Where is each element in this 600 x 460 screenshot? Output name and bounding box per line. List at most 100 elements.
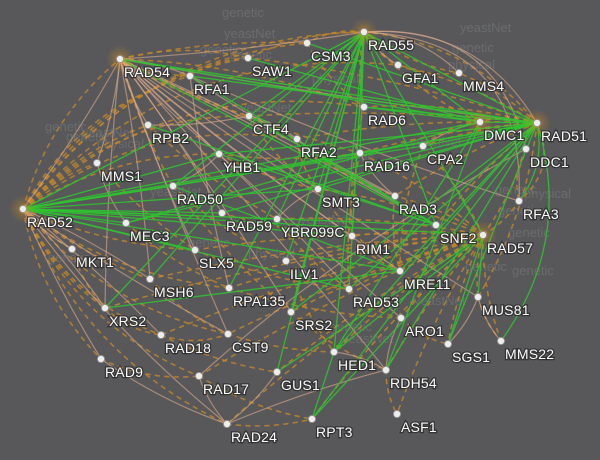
graph-node-rdh54[interactable]	[381, 365, 391, 375]
node-label-mms4[interactable]: MMS4	[462, 77, 506, 96]
graph-node-mms1[interactable]	[92, 158, 102, 168]
graph-node-snf2[interactable]	[431, 220, 441, 230]
node-label-ilv1[interactable]: ILV1	[289, 265, 320, 284]
node-label-srs2[interactable]: SRS2	[294, 316, 334, 335]
node-label-rpt3[interactable]: RPT3	[315, 423, 354, 442]
graph-node-cpa2[interactable]	[418, 141, 428, 151]
node-label-rad50[interactable]: RAD50	[176, 190, 225, 209]
graph-node-rad9[interactable]	[96, 354, 106, 364]
node-label-rad24[interactable]: RAD24	[230, 428, 279, 447]
node-label-csm3[interactable]: CSM3	[310, 47, 352, 66]
graph-node-rfa3[interactable]	[514, 196, 524, 206]
graph-node-rad18[interactable]	[156, 330, 166, 340]
graph-node-rad16[interactable]	[355, 148, 365, 158]
node-label-slx5[interactable]: SLX5	[198, 254, 235, 273]
graph-node-aro1[interactable]	[396, 313, 406, 323]
node-label-ddc1[interactable]: DDC1	[529, 153, 570, 172]
node-label-rad16[interactable]: RAD16	[363, 157, 412, 176]
graph-node-rpt3[interactable]	[307, 414, 317, 424]
node-label-msh6[interactable]: MSH6	[153, 283, 195, 302]
node-label-snf2[interactable]: SNF2	[439, 229, 478, 248]
graph-node-mre11[interactable]	[395, 266, 405, 276]
graph-node-gfa1[interactable]	[393, 60, 403, 70]
graph-node-rad24[interactable]	[222, 419, 232, 429]
node-label-rim1[interactable]: RIM1	[355, 240, 392, 259]
graph-node-srs2[interactable]	[286, 307, 296, 317]
node-label-xrs2[interactable]: XRS2	[108, 312, 148, 331]
graph-node-rad59[interactable]	[217, 208, 227, 218]
graph-node-mec3[interactable]	[121, 218, 131, 228]
graph-node-rad54[interactable]	[115, 54, 125, 64]
graph-node-rad6[interactable]	[359, 102, 369, 112]
node-label-rad54[interactable]: RAD54	[123, 63, 172, 82]
graph-node-rad51[interactable]	[532, 118, 542, 128]
graph-node-msh6[interactable]	[145, 274, 155, 284]
graph-node-mms4[interactable]	[454, 68, 464, 78]
graph-node-mms22[interactable]	[496, 336, 506, 346]
node-label-rad53[interactable]: RAD53	[352, 293, 401, 312]
graph-node-rad55[interactable]	[359, 27, 369, 37]
node-label-gfa1[interactable]: GFA1	[401, 69, 440, 88]
graph-node-rfa1[interactable]	[185, 71, 195, 81]
node-label-mus81[interactable]: MUS81	[481, 301, 531, 320]
node-label-smt3[interactable]: SMT3	[321, 193, 362, 212]
node-label-gus1[interactable]: GUS1	[280, 376, 321, 395]
node-label-rad17[interactable]: RAD17	[202, 380, 251, 399]
graph-node-ilv1[interactable]	[281, 256, 291, 266]
graph-node-rad52[interactable]	[18, 204, 28, 214]
graph-node-ddc1[interactable]	[521, 144, 531, 154]
node-label-rfa3[interactable]: RFA3	[522, 205, 560, 224]
node-label-rfa2[interactable]: RFA2	[300, 143, 338, 162]
node-label-rfa1[interactable]: RFA1	[193, 80, 231, 99]
node-label-mms1[interactable]: MMS1	[100, 167, 144, 186]
node-label-hed1[interactable]: HED1	[337, 356, 378, 375]
graph-node-rad57[interactable]	[478, 230, 488, 240]
graph-node-rfa2[interactable]	[292, 134, 302, 144]
node-label-rpb2[interactable]: RPB2	[151, 129, 191, 148]
graph-node-ctf4[interactable]	[244, 111, 254, 121]
node-label-rad59[interactable]: RAD59	[225, 217, 274, 236]
graph-node-cst9[interactable]	[223, 329, 233, 339]
node-label-mms22[interactable]: MMS22	[504, 345, 556, 364]
graph-node-rpb2[interactable]	[143, 120, 153, 130]
graph-node-csm3[interactable]	[302, 38, 312, 48]
node-label-yhb1[interactable]: YHB1	[222, 158, 262, 177]
node-label-rad9[interactable]: RAD9	[104, 363, 145, 382]
graph-node-dmc1[interactable]	[475, 117, 485, 127]
graph-node-rad3[interactable]	[390, 191, 400, 201]
node-label-dmc1[interactable]: DMC1	[483, 126, 526, 145]
graph-node-sgs1[interactable]	[443, 339, 453, 349]
graph-node-ybr099c[interactable]	[272, 214, 282, 224]
node-label-sgs1[interactable]: SGS1	[451, 348, 492, 367]
node-label-rdh54[interactable]: RDH54	[389, 374, 438, 393]
graph-node-hed1[interactable]	[329, 347, 339, 357]
node-label-asf1[interactable]: ASF1	[400, 418, 438, 437]
node-label-cpa2[interactable]: CPA2	[426, 150, 465, 169]
node-label-rad57[interactable]: RAD57	[486, 239, 535, 258]
graph-node-mkt1[interactable]	[67, 244, 77, 254]
node-label-rpa135[interactable]: RPA135	[232, 292, 287, 311]
graph-node-mus81[interactable]	[473, 292, 483, 302]
node-label-rad18[interactable]: RAD18	[164, 339, 213, 358]
node-label-saw1[interactable]: SAW1	[251, 62, 293, 81]
node-label-ybr099c[interactable]: YBR099C	[280, 223, 346, 242]
node-label-rad55[interactable]: RAD55	[367, 36, 416, 55]
node-label-rad51[interactable]: RAD51	[540, 127, 589, 146]
graph-node-rim1[interactable]	[347, 231, 357, 241]
graph-node-smt3[interactable]	[313, 184, 323, 194]
node-label-mre11[interactable]: MRE11	[403, 275, 452, 294]
node-label-rad52[interactable]: RAD52	[26, 213, 75, 232]
node-label-aro1[interactable]: ARO1	[404, 322, 445, 341]
graph-node-rad17[interactable]	[194, 371, 204, 381]
graph-node-rad50[interactable]	[168, 181, 178, 191]
node-label-mkt1[interactable]: MKT1	[75, 253, 116, 272]
node-label-rad3[interactable]: RAD3	[398, 200, 439, 219]
node-label-rad6[interactable]: RAD6	[367, 111, 408, 130]
node-label-cst9[interactable]: CST9	[231, 338, 270, 357]
node-label-ctf4[interactable]: CTF4	[252, 120, 290, 139]
node-label-mec3[interactable]: MEC3	[129, 227, 171, 246]
graph-node-gus1[interactable]	[272, 367, 282, 377]
graph-node-rpa135[interactable]	[224, 283, 234, 293]
graph-node-saw1[interactable]	[243, 53, 253, 63]
graph-node-rad53[interactable]	[344, 284, 354, 294]
